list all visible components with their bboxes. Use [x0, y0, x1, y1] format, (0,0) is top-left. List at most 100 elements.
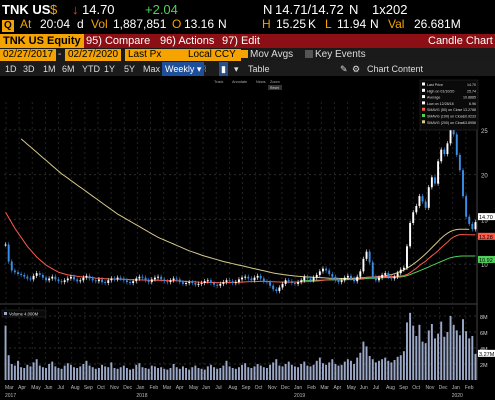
candle-body: [443, 149, 446, 155]
legend-swatch: [422, 107, 425, 111]
candle-body: [119, 277, 122, 279]
volume-bar: [122, 365, 125, 380]
chart-content-button[interactable]: Chart Content: [367, 64, 424, 74]
volume-tick-label: 2M: [480, 363, 488, 369]
candle-body: [430, 177, 433, 188]
volume-bar: [387, 360, 390, 380]
edit-button[interactable]: 97) Edit: [222, 35, 260, 47]
candle-body: [125, 280, 128, 283]
candle-body: [303, 276, 306, 281]
candle-body: [247, 276, 250, 279]
candle-body: [331, 274, 334, 277]
candle-body: [374, 276, 377, 281]
line-chart-icon[interactable]: ⌇: [203, 64, 208, 74]
volume-bar: [471, 336, 474, 380]
candle-body: [269, 282, 272, 286]
candle-body: [153, 277, 156, 280]
high-label: H: [262, 17, 271, 31]
volume-bar: [82, 364, 85, 380]
actions-button[interactable]: 96) Actions: [160, 35, 215, 47]
candle-body: [69, 276, 72, 279]
x-month-label: Mar: [5, 385, 14, 391]
currency-select[interactable]: Local CCY: [185, 49, 241, 61]
val-label: Val: [388, 17, 405, 31]
candle-body: [113, 278, 116, 280]
candle-body: [116, 277, 119, 280]
period-6m[interactable]: 6M: [62, 64, 75, 74]
high-value: 15.25: [276, 17, 307, 31]
ticker-label: TNK US: [2, 2, 51, 17]
candle-body: [455, 134, 458, 155]
key-events-label: Key Events: [315, 49, 366, 60]
end-date-input[interactable]: 02/27/2020: [65, 49, 122, 61]
volume-bar: [132, 368, 135, 380]
candle-body: [29, 278, 32, 280]
bid-ask: 14.71/14.72: [275, 2, 344, 17]
candle-body: [94, 280, 97, 282]
period-max[interactable]: Max: [143, 64, 161, 74]
mini-tool-zoom: Zoom: [270, 80, 280, 84]
chart-options-chevron-icon[interactable]: ▾: [234, 64, 239, 74]
x-month-label: Dec: [439, 385, 448, 391]
security-field[interactable]: TNK US Equity: [0, 34, 84, 48]
period-1m[interactable]: 1M: [43, 64, 56, 74]
candle-body: [181, 282, 184, 284]
candle-chart: 252015108M6M4M2M14.7013.2810.923.27MMarA…: [0, 76, 495, 400]
candle-body: [244, 276, 247, 278]
period-1y[interactable]: 1Y: [104, 64, 116, 74]
period-1d[interactable]: 1D: [5, 64, 17, 74]
start-date-input[interactable]: 02/27/2017: [0, 49, 57, 61]
period-3d[interactable]: 3D: [23, 64, 35, 74]
key-events-checkbox[interactable]: Key Events: [305, 49, 366, 61]
candle-body: [132, 281, 135, 283]
legend-label: SMAVG (200) on Close: [427, 121, 464, 125]
candle-body: [465, 196, 468, 217]
edit-pencil-icon[interactable]: ✎: [340, 64, 348, 74]
volume-bar: [17, 360, 19, 380]
x-year-label: 2018: [136, 393, 147, 399]
candle-body: [421, 196, 424, 202]
candle-body: [384, 273, 387, 275]
period-bar: 1D 3D 1M 6M YTD 1Y 5Y Max Weekly ▾ ⌇ ▮ ▾…: [0, 62, 495, 76]
candle-body: [458, 154, 461, 171]
volume-bar: [94, 368, 97, 380]
price-field-select[interactable]: Last Px: [125, 49, 186, 61]
volume-bar: [66, 363, 69, 380]
candle-chart-icon[interactable]: ▮: [219, 62, 228, 76]
period-ytd[interactable]: YTD: [82, 64, 100, 74]
volume-bar: [76, 368, 79, 380]
exchange-code: N: [263, 2, 273, 17]
x-year-label: 2017: [5, 393, 16, 399]
x-month-label: Dec: [123, 385, 132, 391]
candle-body: [315, 274, 318, 278]
price-badge: 13.28: [478, 232, 495, 241]
legend-label: Last Price: [427, 83, 443, 87]
volume-bar: [101, 364, 103, 380]
volume-bar: [356, 357, 359, 380]
candle-body: [213, 282, 216, 285]
period-5y[interactable]: 5Y: [124, 64, 136, 74]
x-month-label: Apr: [333, 385, 341, 391]
volume-bar: [371, 359, 374, 380]
candle-body: [449, 123, 452, 144]
compare-button[interactable]: 95) Compare: [86, 35, 151, 47]
candle-body: [328, 270, 331, 275]
candle-body: [368, 251, 371, 263]
chart-type-title: Candle Chart: [428, 35, 493, 47]
volume-bar: [406, 322, 408, 380]
x-month-label: Sep: [84, 385, 93, 391]
x-month-label: May: [31, 385, 41, 391]
low-label: L: [325, 17, 332, 31]
candle-body: [135, 278, 138, 282]
frequency-select[interactable]: Weekly ▾: [162, 62, 205, 76]
mov-avgs-checkbox[interactable]: Mov Avgs: [240, 49, 293, 61]
volume-bar: [219, 368, 222, 380]
table-button[interactable]: Table: [248, 64, 270, 74]
volume-bar: [51, 361, 54, 380]
candle-body: [312, 277, 315, 281]
volume-bar: [191, 367, 194, 380]
x-month-label: May: [189, 385, 199, 391]
candle-body: [85, 275, 88, 278]
candle-body: [396, 273, 399, 277]
volume-bar: [346, 359, 349, 380]
